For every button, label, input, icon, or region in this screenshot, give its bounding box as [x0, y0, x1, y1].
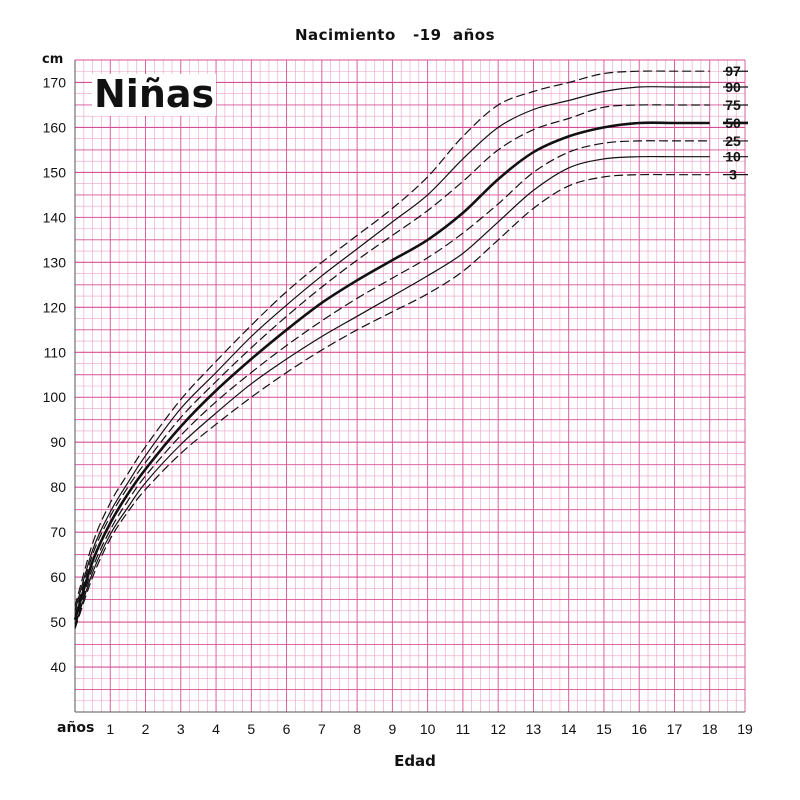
percentile-label-3: 3 [729, 167, 737, 183]
x-tick-label: 2 [142, 721, 150, 737]
chart-subtitle: Niñas [92, 72, 217, 116]
y-tick-label: 120 [43, 299, 67, 315]
percentile-line-50 [73, 121, 710, 621]
percentile-line-10 [74, 155, 710, 627]
y-tick-label: 80 [50, 479, 66, 495]
x-tick-label: 6 [283, 721, 291, 737]
x-tick-label: 13 [526, 721, 542, 737]
percentile-line-75 [74, 104, 710, 616]
percentile-line-97 [74, 70, 710, 607]
y-tick-label: 50 [50, 614, 66, 630]
x-axis-unit-label: años [57, 720, 95, 736]
y-axis-label: cm [42, 52, 64, 67]
x-tick-label: 12 [490, 721, 506, 737]
percentile-line-25 [74, 140, 710, 625]
percentile-label-97: 97 [725, 63, 741, 79]
x-tick-label: 8 [353, 721, 361, 737]
x-tick-label: 18 [702, 721, 718, 737]
percentile-line-3 [74, 173, 710, 629]
x-tick-label: 17 [667, 721, 683, 737]
x-tick-label: 9 [388, 721, 396, 737]
x-tick-label: 1 [106, 721, 114, 737]
x-tick-label: 11 [456, 721, 471, 737]
y-tick-label: 140 [43, 209, 67, 225]
y-tick-label: 150 [43, 164, 67, 180]
x-tick-label: 5 [247, 721, 255, 737]
x-tick-label: 3 [177, 721, 185, 737]
x-tick-label: 10 [420, 721, 436, 737]
percentile-label-75: 75 [725, 97, 741, 113]
percentile-label-10: 10 [725, 149, 741, 165]
chart-title: Nacimiento -19 años [294, 26, 496, 44]
percentile-label-50: 50 [725, 115, 741, 131]
x-tick-label: 15 [596, 721, 612, 737]
x-tick-label: 7 [318, 721, 326, 737]
percentile-line-90 [74, 86, 710, 611]
y-tick-label: 90 [50, 434, 66, 450]
percentile-label-90: 90 [725, 79, 741, 95]
x-axis-label: Edad [394, 752, 436, 770]
x-tick-label: 14 [561, 721, 577, 737]
y-tick-label: 170 [43, 74, 67, 90]
y-tick-label: 160 [43, 119, 67, 135]
y-tick-label: 70 [50, 524, 66, 540]
x-tick-label: 19 [737, 721, 753, 737]
x-tick-label: 16 [631, 721, 647, 737]
y-tick-label: 130 [43, 254, 67, 270]
x-tick-label: 4 [212, 721, 220, 737]
y-tick-label: 100 [43, 389, 67, 405]
percentile-label-25: 25 [725, 133, 741, 149]
y-tick-label: 110 [44, 344, 67, 360]
y-tick-label: 60 [50, 569, 66, 585]
y-tick-label: 40 [50, 659, 66, 675]
